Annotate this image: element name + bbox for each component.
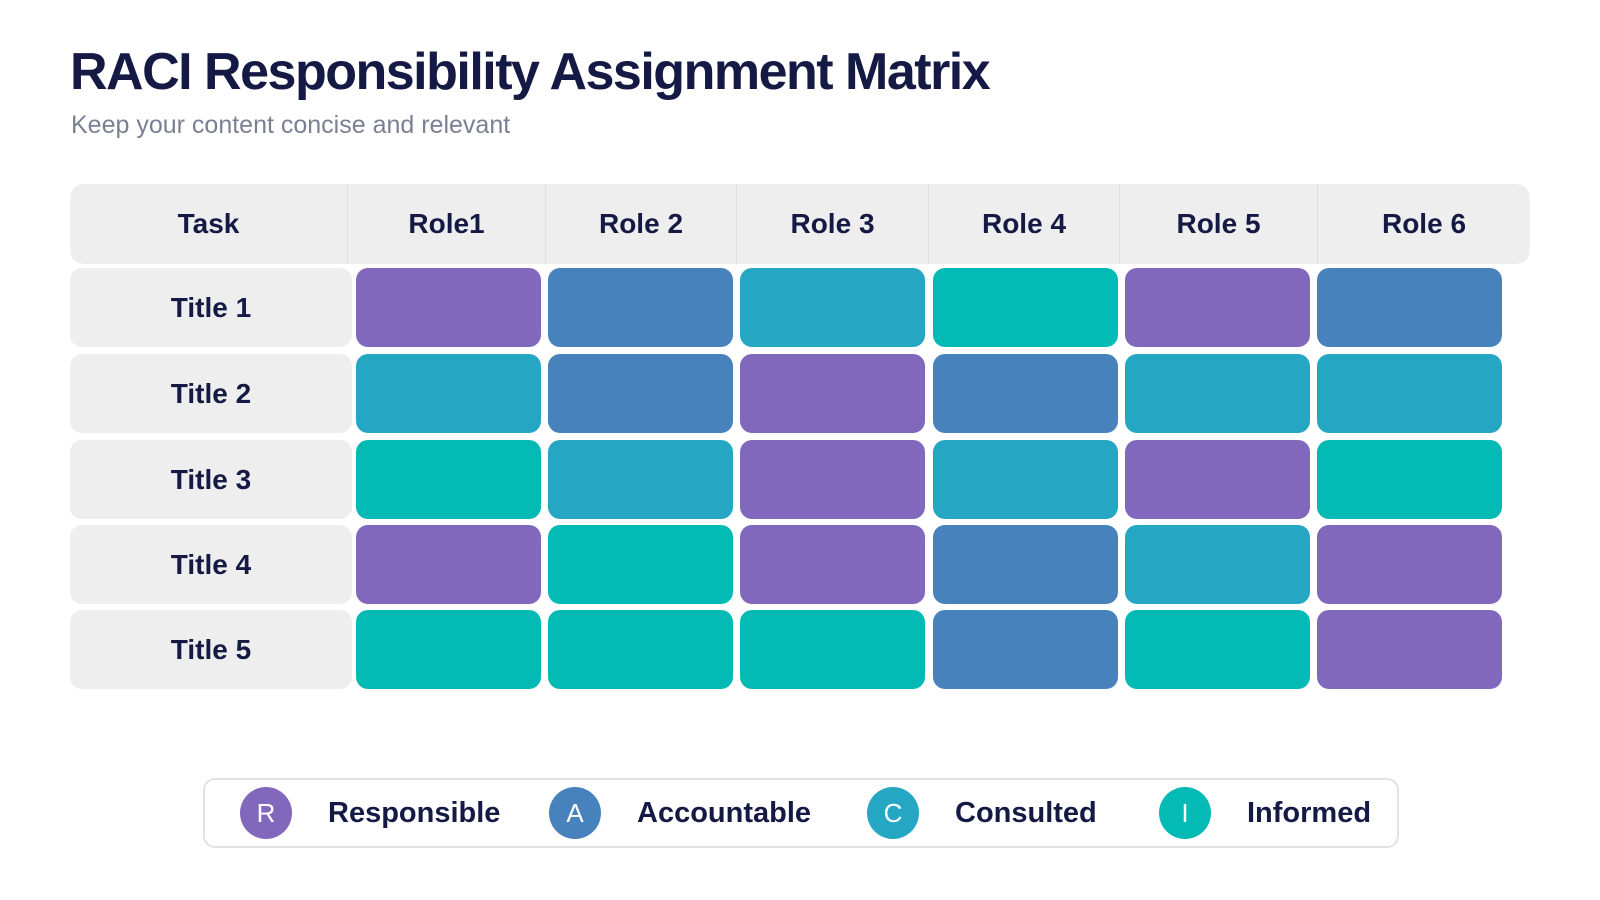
legend-item-informed: I Informed [1159,780,1371,846]
matrix-header-row: Task Role1 Role 2 Role 3 Role 4 Role 5 R… [70,184,1530,264]
raci-cell-i [933,268,1118,347]
legend-badge-r: R [240,787,292,839]
raci-cell-c [1125,525,1310,604]
header-role-5: Role 5 [1119,184,1317,264]
raci-cell-c [1317,354,1502,433]
raci-cell-i [740,610,925,689]
raci-cell-i [1317,440,1502,519]
raci-cell-i [356,610,541,689]
raci-cell-r [740,525,925,604]
raci-cell-c [548,440,733,519]
raci-cell-c [933,440,1118,519]
raci-cell-r [740,440,925,519]
legend-item-responsible: R Responsible [240,780,500,846]
raci-cell-a [1317,268,1502,347]
header-role-4: Role 4 [928,184,1119,264]
raci-cell-r [1125,268,1310,347]
legend-badge-i: I [1159,787,1211,839]
task-title-1: Title 1 [70,268,352,347]
legend-item-accountable: A Accountable [549,780,811,846]
raci-cell-r [1317,525,1502,604]
page-title: RACI Responsibility Assignment Matrix [70,43,991,101]
raci-cell-r [1317,610,1502,689]
raci-cell-r [356,268,541,347]
raci-cell-a [933,354,1118,433]
legend-label-informed: Informed [1247,796,1372,829]
legend-label-accountable: Accountable [637,796,812,829]
task-title-3: Title 3 [70,440,352,519]
task-title-2: Title 2 [70,354,352,433]
raci-cell-a [933,610,1118,689]
raci-cell-c [1125,354,1310,433]
raci-cell-i [1125,610,1310,689]
raci-cell-i [548,525,733,604]
task-title-4: Title 4 [70,525,352,604]
header-role-6: Role 6 [1317,184,1530,264]
legend-badge-a: A [549,787,601,839]
raci-cell-a [933,525,1118,604]
raci-matrix: Task Role1 Role 2 Role 3 Role 4 Role 5 R… [70,184,1530,704]
raci-cell-i [548,610,733,689]
legend: R Responsible A Accountable C Consulted … [203,778,1399,848]
header-task: Task [177,208,240,239]
legend-label-consulted: Consulted [955,796,1097,829]
header-role-1: Role1 [347,184,545,264]
header-role-2: Role 2 [545,184,736,264]
raci-cell-c [740,268,925,347]
raci-cell-a [548,354,733,433]
raci-cell-i [356,440,541,519]
raci-cell-c [356,354,541,433]
legend-item-consulted: C Consulted [867,780,1097,846]
legend-badge-c: C [867,787,919,839]
raci-cell-r [356,525,541,604]
task-title-5: Title 5 [70,610,352,689]
raci-cell-a [548,268,733,347]
header-role-3: Role 3 [736,184,928,264]
legend-label-responsible: Responsible [328,796,501,829]
page-subtitle: Keep your content concise and relevant [71,111,511,139]
raci-cell-r [740,354,925,433]
raci-cell-r [1125,440,1310,519]
